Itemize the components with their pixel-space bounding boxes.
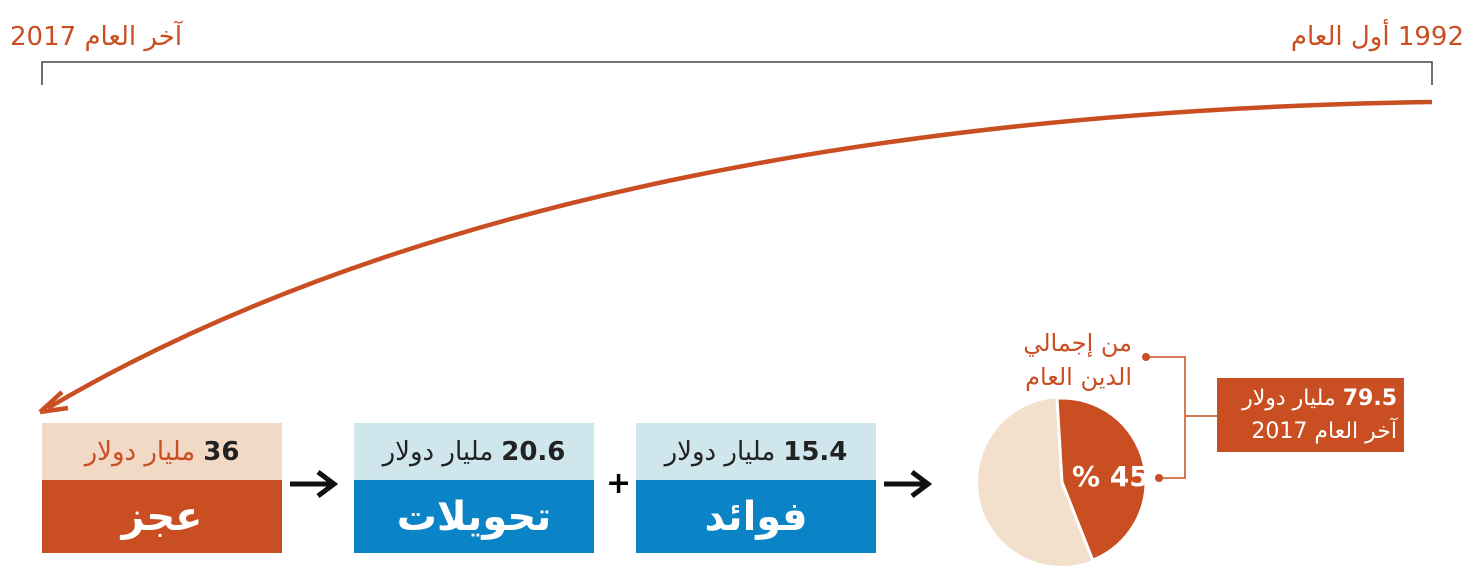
pie-caption: من إجمالي الدين العام [1023, 326, 1132, 394]
box-amount: 15.4 مليار دولار [636, 423, 876, 480]
plus-sign: + [606, 466, 632, 501]
start-label: أول العام [1290, 22, 1390, 52]
timeline-arrow [46, 99, 1433, 410]
amount: 15.4 [783, 436, 848, 467]
timeline-start: 1992 أول العام [1291, 22, 1464, 52]
box-amount: 36 مليار دولار [42, 423, 282, 480]
arrow [290, 470, 339, 498]
box-label: عجز [42, 480, 282, 553]
leader-dot [1142, 353, 1150, 361]
timeline-end: آخر العام 2017 [10, 22, 182, 52]
start-year: 1992 [1397, 22, 1464, 52]
box-deficit: 36 مليار دولار عجز [42, 423, 282, 553]
leader-line [1147, 356, 1217, 479]
amount: 20.6 [501, 436, 566, 467]
unit: مليار دولار [382, 436, 494, 467]
box-amount: 20.6 مليار دولار [354, 423, 594, 480]
pie-label: % 45 [1072, 460, 1149, 493]
arrow-head [38, 390, 69, 415]
total-line: آخر العام 2017 [1251, 419, 1397, 444]
total-amount: 79.5 [1342, 386, 1397, 411]
box-label: فوائد [636, 480, 876, 553]
unit: مليار دولار [84, 436, 196, 467]
box-label: تحويلات [354, 480, 594, 553]
total-unit: مليار دولار [1242, 386, 1336, 411]
total-text: 79.5 مليار دولار آخر العام 2017 [1217, 382, 1397, 448]
box-interest: 15.4 مليار دولار فوائد [636, 423, 876, 553]
unit: مليار دولار [664, 436, 776, 467]
leader-dot [1155, 474, 1163, 482]
box-transfers: 20.6 مليار دولار تحويلات [354, 423, 594, 553]
caption-line: الدين العام [1025, 363, 1132, 391]
arrow [884, 470, 933, 498]
amount: 36 [203, 436, 240, 467]
end-year: 2017 [10, 22, 77, 52]
timeline-bracket [41, 61, 1433, 85]
total-box [1217, 378, 1404, 452]
pie-slice [1055, 396, 1148, 563]
end-label: آخر العام [84, 22, 183, 52]
caption-line: من إجمالي [1023, 329, 1132, 357]
